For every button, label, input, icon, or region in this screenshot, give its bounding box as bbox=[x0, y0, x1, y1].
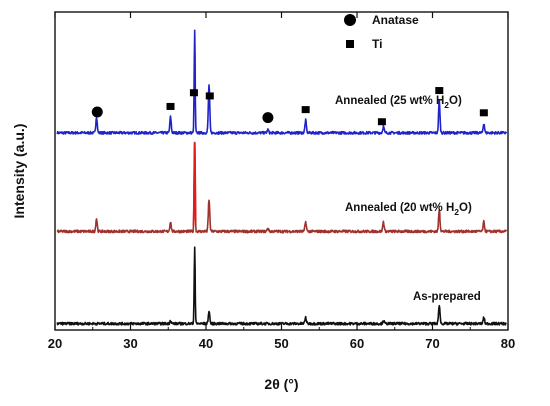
x-tick-label-4: 60 bbox=[350, 336, 364, 351]
legend-label-1: Ti bbox=[372, 37, 382, 51]
series-label-part: Annealed (20 wt% H bbox=[345, 202, 454, 214]
series-label-part: 2 bbox=[444, 100, 449, 110]
legend-circle-icon bbox=[344, 14, 356, 26]
ti-marker-7 bbox=[435, 87, 444, 95]
series-line-1 bbox=[56, 141, 508, 234]
series-label-part: Annealed (25 wt% H bbox=[335, 95, 444, 107]
series-2 bbox=[56, 246, 507, 326]
ti-marker-6 bbox=[377, 118, 386, 126]
x-tick-label-6: 80 bbox=[501, 336, 515, 351]
anatase-marker-4 bbox=[262, 112, 274, 124]
legend-label-0: Anatase bbox=[372, 13, 419, 27]
ti-marker-8 bbox=[479, 109, 488, 117]
series-peak-highlight-1 bbox=[192, 142, 197, 226]
x-axis-title: 2θ (°) bbox=[264, 376, 298, 392]
x-tick-label-0: 20 bbox=[48, 336, 62, 351]
series-1 bbox=[56, 141, 508, 234]
series-label-1: Annealed (20 wt% H2O) bbox=[345, 202, 472, 217]
series-label-0: Annealed (25 wt% H2O) bbox=[335, 95, 462, 110]
series-label-part: 2 bbox=[454, 207, 459, 217]
x-tick-label-1: 30 bbox=[123, 336, 137, 351]
plot-area bbox=[55, 12, 508, 330]
series-layer bbox=[56, 29, 508, 326]
y-axis-title: Intensity (a.u.) bbox=[11, 124, 27, 219]
axis-layer: 20 30 40 50 60 70 80 2θ (°) Intensity (a.u.) bbox=[11, 11, 515, 392]
label-layer: Annealed (25 wt% H2O)Annealed (20 wt% H2… bbox=[335, 95, 481, 303]
series-line-2 bbox=[56, 246, 507, 326]
series-label-part: O) bbox=[459, 202, 472, 214]
x-tick-label-5: 70 bbox=[425, 336, 439, 351]
series-label-2: As-prepared bbox=[413, 291, 481, 303]
legend: Anatase Ti bbox=[344, 13, 419, 51]
x-tick-label-2: 40 bbox=[199, 336, 213, 351]
x-tick-label-3: 50 bbox=[274, 336, 288, 351]
plot-background bbox=[55, 12, 508, 330]
series-label-part: As-prepared bbox=[413, 291, 481, 303]
legend-square-icon bbox=[346, 40, 354, 48]
series-line-0 bbox=[56, 29, 508, 135]
anatase-marker-0 bbox=[91, 106, 103, 118]
ti-marker-2 bbox=[189, 89, 198, 97]
ti-marker-1 bbox=[166, 102, 175, 110]
series-0 bbox=[56, 29, 508, 135]
ti-marker-5 bbox=[301, 106, 310, 114]
marker-layer bbox=[91, 87, 488, 126]
series-label-part: O) bbox=[449, 95, 462, 107]
ti-marker-3 bbox=[205, 92, 214, 100]
